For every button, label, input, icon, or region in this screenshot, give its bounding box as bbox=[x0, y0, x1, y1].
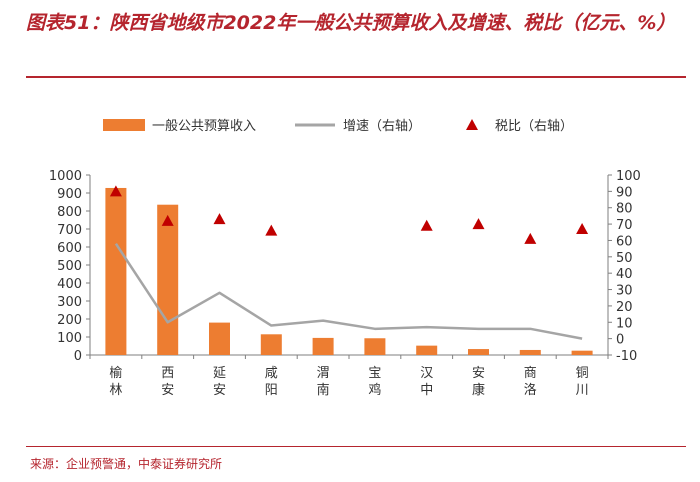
y-left-tick-label: 300 bbox=[57, 295, 82, 310]
y-right-tick-label: 30 bbox=[616, 284, 633, 299]
y-right-tick-label: 70 bbox=[616, 218, 633, 233]
x-axis-labels: 榆林 西安 延安 咸阳 渭南 宝鸡 汉中 安康 商洛 铜川 bbox=[109, 366, 588, 398]
y-right-tick-label: 100 bbox=[616, 169, 641, 184]
axes: 01002003004005006007008009001000-1001020… bbox=[49, 169, 641, 364]
y-left-tick-label: 400 bbox=[57, 277, 82, 292]
x-tick-label: 延安 bbox=[213, 366, 226, 398]
tax-ratio-marker bbox=[213, 213, 226, 225]
figure-title: 图表51：陕西省地级市2022年一般公共预算收入及增速、税比（亿元、%） bbox=[26, 12, 676, 34]
bar bbox=[468, 349, 489, 355]
tax-ratio-marker bbox=[161, 214, 174, 226]
x-tick-label: 榆林 bbox=[109, 366, 122, 398]
tax-ratio-marker bbox=[109, 185, 122, 197]
y-left-tick-label: 100 bbox=[57, 331, 82, 346]
title-divider bbox=[26, 76, 686, 78]
bar bbox=[157, 204, 179, 355]
chart: 一般公共预算收入 增速（右轴） 税比（右轴） 0100200300400500600… bbox=[49, 118, 641, 398]
legend-marker-label: 税比（右轴） bbox=[495, 119, 573, 134]
x-tick-label: 安康 bbox=[472, 366, 485, 398]
tax-ratio-marker bbox=[576, 223, 589, 234]
y-left-tick-label: 700 bbox=[57, 223, 82, 238]
legend-line-label: 增速（右轴） bbox=[343, 119, 421, 134]
y-left-tick-label: 200 bbox=[57, 313, 82, 328]
legend: 一般公共预算收入 增速（右轴） 税比（右轴） bbox=[103, 118, 573, 134]
y-right-tick-label: 90 bbox=[616, 185, 633, 200]
source-divider bbox=[26, 446, 686, 447]
line-series bbox=[114, 243, 583, 340]
bar bbox=[519, 349, 541, 355]
x-tick-label: 宝鸡 bbox=[368, 366, 381, 398]
y-right-tick-label: 0 bbox=[616, 333, 624, 348]
bar bbox=[416, 345, 438, 355]
growth-line bbox=[114, 243, 583, 340]
tax-ratio-marker bbox=[472, 218, 485, 230]
x-tick-label: 西安 bbox=[161, 366, 174, 398]
x-tick-label: 商洛 bbox=[524, 366, 537, 398]
x-tick-label: 铜川 bbox=[576, 366, 589, 398]
bar bbox=[312, 337, 334, 355]
bar bbox=[105, 187, 127, 355]
y-left-tick-label: 800 bbox=[57, 205, 82, 220]
x-tick-label: 汉中 bbox=[420, 366, 433, 398]
y-right-tick-label: 40 bbox=[616, 267, 633, 282]
legend-bar-swatch bbox=[103, 119, 145, 131]
tax-ratio-marker bbox=[420, 219, 433, 231]
y-right-tick-label: 20 bbox=[616, 300, 633, 315]
y-left-tick-label: 500 bbox=[57, 259, 82, 274]
tax-ratio-marker bbox=[524, 232, 537, 244]
x-tick-label: 咸阳 bbox=[265, 366, 278, 398]
y-left-tick-label: 1000 bbox=[49, 169, 82, 184]
y-right-tick-label: 60 bbox=[616, 234, 633, 249]
y-left-tick-label: 0 bbox=[74, 349, 82, 364]
bar-series bbox=[105, 187, 593, 355]
bar bbox=[364, 338, 386, 355]
y-right-tick-label: 80 bbox=[616, 202, 633, 217]
y-left-tick-label: 600 bbox=[57, 241, 82, 256]
y-right-tick-label: 10 bbox=[616, 316, 633, 331]
marker-series bbox=[109, 185, 589, 244]
tax-ratio-marker bbox=[265, 224, 278, 236]
legend-marker-swatch bbox=[466, 119, 478, 130]
bar bbox=[260, 334, 282, 355]
bar bbox=[571, 350, 593, 355]
y-right-tick-label: 50 bbox=[616, 251, 633, 266]
y-left-tick-label: 900 bbox=[57, 187, 82, 202]
y-right-tick-label: -10 bbox=[616, 349, 637, 364]
source-note: 来源：企业预警通，中泰证券研究所 bbox=[30, 457, 223, 471]
x-tick-label: 渭南 bbox=[317, 366, 330, 398]
legend-bar-label: 一般公共预算收入 bbox=[152, 118, 256, 134]
bar bbox=[209, 322, 230, 355]
